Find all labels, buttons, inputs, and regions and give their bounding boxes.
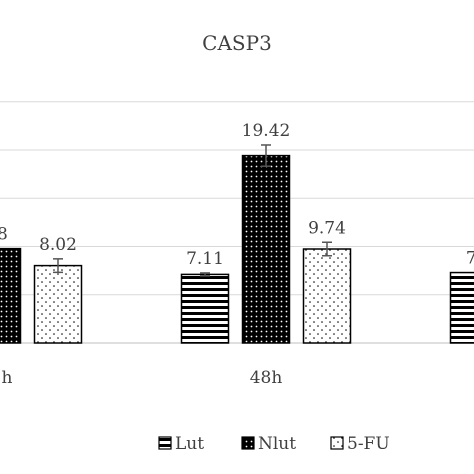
bars <box>0 144 474 344</box>
legend-label-5-fu: 5-FU <box>347 434 390 454</box>
legend-swatch-nlut <box>241 436 255 450</box>
chart-title: CASP3 <box>202 31 272 55</box>
error-bar <box>261 144 271 167</box>
bar-5-fu-48h <box>302 248 352 344</box>
legend-label-lut: Lut <box>175 434 204 454</box>
error-bar <box>53 258 63 274</box>
bar-5-fu-24h <box>33 264 83 344</box>
error-bar <box>200 272 210 277</box>
data-label: 7.11 <box>186 249 224 269</box>
legend-swatch-lut <box>158 436 172 450</box>
bar-nlut-48h <box>241 154 291 344</box>
bar-nlut-24h <box>0 247 22 344</box>
bar-lut-72h <box>449 271 474 344</box>
data-label: 78 <box>0 225 8 245</box>
legend-swatch-5-fu <box>330 436 344 450</box>
category-label: h <box>2 368 13 388</box>
data-label: 19.42 <box>242 121 291 141</box>
legend-label-nlut: Nlut <box>258 434 296 454</box>
bar-lut-48h <box>180 273 230 344</box>
data-label: 8.02 <box>39 235 77 255</box>
data-label: 9.74 <box>308 218 346 238</box>
error-bar <box>322 241 332 257</box>
data-label: 7. <box>466 249 474 269</box>
category-label: 48h <box>250 368 283 388</box>
labels: 7.11 7. 78 19.42 8.02 9.74 h 48h <box>0 121 474 388</box>
legend: Lut Nlut 5-FU <box>158 434 390 454</box>
